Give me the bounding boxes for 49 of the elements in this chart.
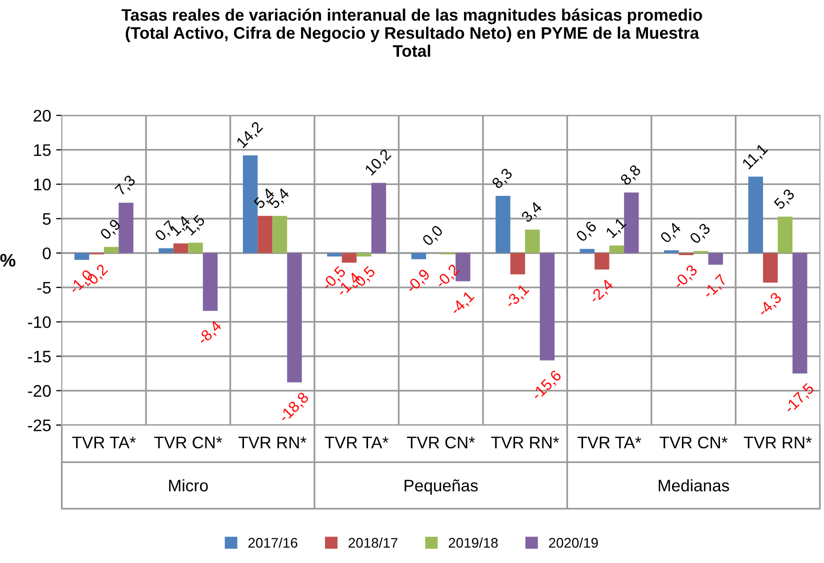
y-tick-label: 10: [34, 178, 51, 190]
y-tick-label: -20: [28, 385, 51, 397]
data-label: -4,1: [449, 290, 476, 317]
x-tick-label: TVR CN*: [406, 436, 475, 448]
data-label: 0,6: [575, 220, 598, 244]
data-label: 0,4: [660, 222, 683, 245]
data-label: -3,1: [504, 283, 531, 310]
x-tick-label: TVR TA*: [324, 436, 388, 448]
text: Pequeñas: [404, 479, 478, 495]
y-tick-label: 15: [34, 144, 51, 156]
data-label: 8,8: [620, 164, 643, 188]
data-label: 0,3: [689, 222, 712, 246]
x-tick-label: TVR RN*: [491, 436, 560, 448]
y-tick-label: 20: [34, 110, 51, 122]
x-tick-label: TVR TA*: [72, 436, 136, 448]
y-tick-label: -15: [28, 350, 51, 362]
data-label: 11,1: [742, 143, 770, 171]
data-label: -0,9: [405, 268, 432, 295]
data-label: -0,3: [672, 264, 700, 291]
data-label: 1,1: [605, 217, 628, 240]
y-tick-label: -25: [28, 419, 51, 432]
x-tick-label: TVR RN*: [238, 436, 306, 448]
text: Micro: [169, 479, 208, 492]
data-label: 8,3: [491, 167, 514, 190]
x-tick-label: TVR RN*: [744, 436, 812, 448]
data-label: -2,4: [588, 278, 616, 306]
data-label: 7,3: [114, 174, 138, 198]
data-label: -4,3: [756, 292, 784, 318]
data-label: 0,0: [422, 224, 445, 248]
legend-label: 2019/18: [448, 538, 498, 548]
y-tick-label: 0: [42, 247, 51, 260]
legend-label: 2017/16: [248, 538, 298, 548]
x-tick-label: TVR TA*: [578, 436, 642, 448]
legend-label: 2020/19: [549, 538, 598, 548]
x-tick-label: TVR CN*: [154, 436, 222, 448]
x-tick-label: TVR CN*: [660, 436, 728, 448]
y-tick-label: -5: [37, 282, 51, 294]
chart-title: Tasas reales de variación interanual de las magnitudes básicas promedio (Total Activo, Cifra de Negocio y Resultado Neto) en PYME de la Muestra Total: [122, 8, 702, 57]
text: Medianas: [658, 479, 730, 492]
data-label: -1,7: [702, 274, 729, 300]
y-tick-label: 5: [42, 213, 51, 225]
y-tick-label: -10: [28, 316, 51, 328]
data-label: 5,3: [773, 188, 796, 212]
data-label: -8,4: [196, 320, 224, 346]
y-axis-title: %: [0, 254, 16, 267]
data-label: 0,9: [99, 218, 122, 242]
data-label: -0,2: [434, 263, 462, 290]
data-label: 3,4: [520, 201, 544, 224]
legend-label: 2018/17: [348, 538, 398, 548]
